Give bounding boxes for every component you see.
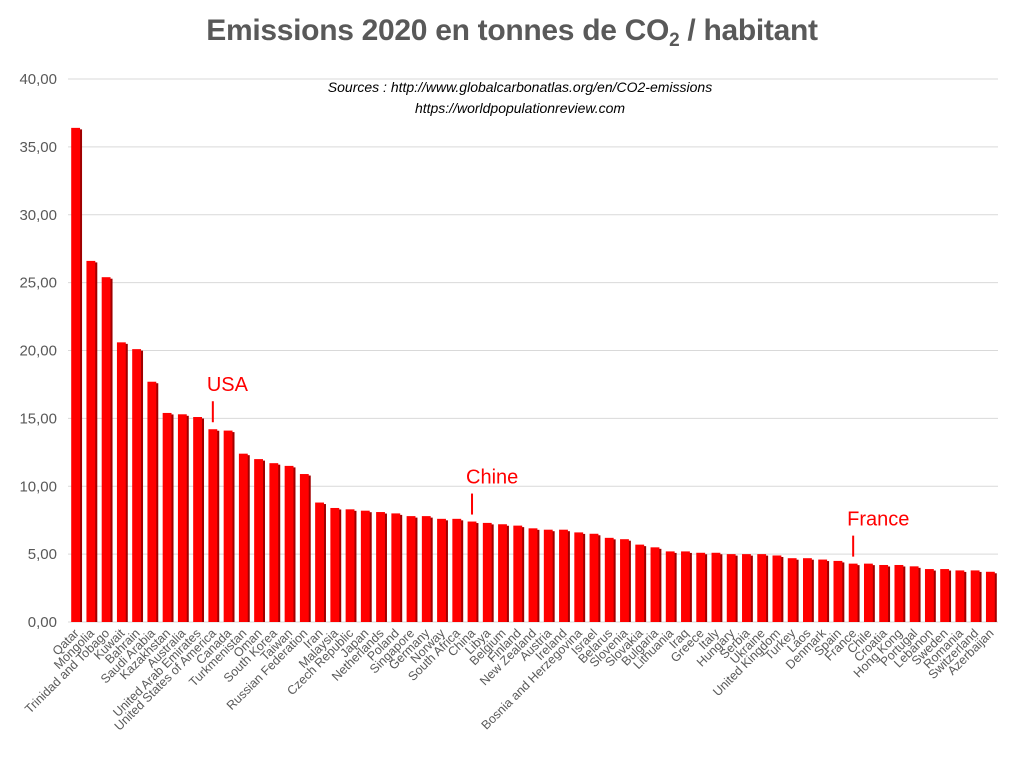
bar bbox=[452, 518, 462, 622]
y-tick-label: 40,00 bbox=[19, 71, 57, 88]
bar bbox=[284, 465, 294, 622]
y-tick-label: 10,00 bbox=[19, 478, 57, 495]
bar bbox=[147, 381, 157, 622]
bar bbox=[696, 552, 706, 622]
sources-line-1: Sources : http://www.globalcarbonatlas.o… bbox=[327, 79, 713, 95]
bar bbox=[985, 571, 995, 622]
chart-title: Emissions 2020 en tonnes de CO2 / habita… bbox=[206, 14, 818, 51]
y-tick-label: 5,00 bbox=[28, 546, 57, 563]
bar bbox=[513, 525, 523, 622]
bar bbox=[223, 430, 233, 622]
bar bbox=[940, 569, 950, 622]
bar bbox=[742, 554, 751, 622]
bar bbox=[498, 524, 507, 622]
bar bbox=[437, 518, 446, 622]
bar bbox=[376, 512, 385, 622]
bar bbox=[238, 453, 248, 622]
bar bbox=[711, 552, 721, 622]
bar bbox=[650, 547, 660, 622]
y-tick-label: 30,00 bbox=[19, 207, 57, 224]
bar bbox=[924, 569, 934, 622]
bar bbox=[345, 509, 355, 622]
bar bbox=[528, 528, 538, 622]
annotation-label: France bbox=[847, 509, 909, 531]
bar bbox=[86, 260, 96, 622]
bar bbox=[299, 474, 309, 622]
bar bbox=[421, 516, 431, 622]
bar bbox=[909, 566, 919, 622]
bar bbox=[360, 510, 370, 622]
bar bbox=[772, 555, 782, 622]
bar bbox=[894, 564, 904, 622]
y-tick-label: 20,00 bbox=[19, 343, 57, 360]
bar bbox=[406, 516, 416, 622]
bar bbox=[757, 554, 767, 622]
y-tick-label: 35,00 bbox=[19, 139, 57, 156]
annotation-label: Chine bbox=[466, 467, 518, 489]
annotations: USA Chine France bbox=[207, 374, 909, 557]
bar bbox=[482, 522, 492, 622]
bar bbox=[818, 559, 828, 622]
bar bbox=[589, 533, 599, 622]
bar bbox=[665, 551, 675, 622]
bar bbox=[116, 342, 126, 622]
bar bbox=[193, 417, 203, 622]
bar bbox=[208, 429, 218, 622]
bar bbox=[681, 551, 690, 622]
bar bbox=[71, 127, 81, 623]
bar bbox=[315, 502, 324, 622]
bar bbox=[574, 532, 584, 622]
bar bbox=[635, 544, 645, 622]
bar bbox=[833, 560, 843, 622]
y-axis: 0,00 5,00 10,00 15,00 20,00 25,00 30,00 35,00 40… bbox=[19, 71, 57, 631]
bar bbox=[543, 529, 553, 622]
bar bbox=[391, 513, 401, 622]
sources-line-2: https://worldpopulationreview.com bbox=[414, 100, 626, 116]
bar bbox=[162, 412, 172, 622]
y-tick-label: 15,00 bbox=[19, 410, 57, 427]
bar bbox=[101, 277, 111, 622]
bar bbox=[467, 521, 477, 622]
bar bbox=[803, 558, 812, 622]
bar bbox=[879, 564, 889, 622]
bar bbox=[559, 529, 568, 622]
bar bbox=[254, 459, 263, 622]
bar bbox=[726, 554, 736, 622]
annotation-label: USA bbox=[207, 374, 249, 396]
bar bbox=[970, 570, 980, 622]
y-tick-label: 0,00 bbox=[28, 614, 57, 631]
bar bbox=[269, 463, 279, 622]
bar bbox=[620, 539, 629, 622]
bar bbox=[330, 507, 340, 622]
y-tick-label: 25,00 bbox=[19, 275, 57, 292]
bar bbox=[787, 558, 797, 622]
bar bbox=[955, 570, 965, 622]
bar bbox=[604, 537, 614, 622]
bar bbox=[132, 349, 142, 622]
bar bbox=[177, 414, 187, 622]
bar bbox=[848, 563, 858, 622]
bar bbox=[863, 563, 873, 622]
bars bbox=[71, 127, 997, 623]
